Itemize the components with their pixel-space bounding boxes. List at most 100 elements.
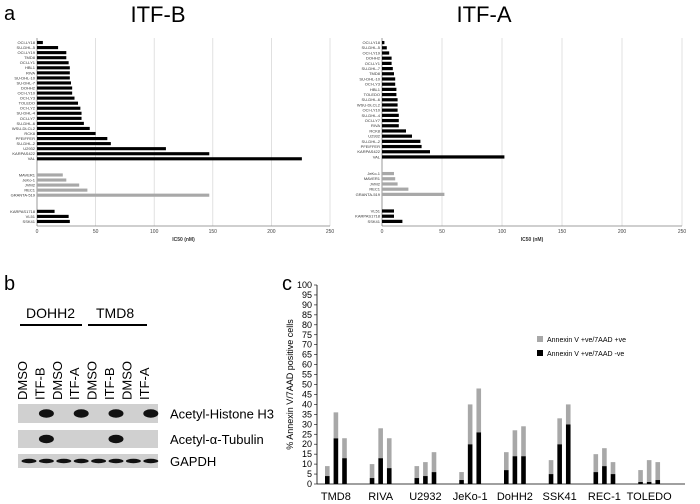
ic50-bar: [382, 108, 398, 112]
cell-line-label: OCI-LY10: [18, 90, 36, 95]
ic50-bar: [382, 187, 409, 191]
cell-line-label: RCK8: [24, 131, 35, 136]
ic50-bar: [382, 177, 396, 181]
blot-band: [73, 409, 89, 418]
cell-line-label: DOHH2: [21, 85, 36, 90]
ic50-bar: [37, 81, 71, 85]
ic50-bar: [37, 209, 55, 213]
cell-line-label: SU-DHL-5: [17, 45, 36, 50]
cell-line-label: SU-DHL-2: [362, 139, 381, 144]
x-tick-label: 0: [36, 229, 39, 235]
y-tick-label: 10: [302, 459, 312, 469]
itfb-ic50-chart: 0 50 100 150 200 250 IC50 (nM) OCI-LY18SU-DHL-5…: [10, 38, 334, 243]
stacked-bar-segment: [325, 466, 330, 477]
ic50-bar: [37, 96, 75, 100]
blot-band: [143, 458, 159, 464]
cell-line-label: TOLEDO: [364, 92, 380, 97]
cell-line-label: OCI-LY10: [363, 108, 381, 113]
blot-group-label-tmd8: TMD8: [96, 305, 134, 321]
stacked-bar-segment: [467, 404, 473, 445]
cell-line-label: JeKo-1: [22, 177, 35, 182]
cell-line-label: OCI-LY7: [365, 118, 381, 123]
cell-line-label: HBL1: [370, 87, 381, 92]
stacked-bar-segment: [512, 456, 518, 484]
x-tick-label: 0: [381, 229, 384, 235]
itfb-chart-title: ITF-B: [131, 2, 186, 27]
ic50-bar: [382, 56, 392, 60]
y-tick-label: 0: [307, 479, 312, 489]
stacked-bar-segment: [548, 460, 554, 475]
y-tick-label: 55: [302, 370, 312, 380]
ic50-bar: [382, 214, 394, 218]
stacked-bar-segment: [476, 432, 482, 484]
x-axis-title: IC50 (nM): [172, 237, 195, 243]
cell-line-label: SSK41: [23, 219, 36, 224]
stacked-bar-segment: [602, 448, 607, 467]
cell-line-label: OCI-LY7: [20, 116, 36, 121]
ic50-bar: [37, 106, 81, 110]
stacked-bar-segment: [459, 480, 464, 484]
y-tick-label: 5: [307, 469, 312, 479]
stacked-bar-segment: [467, 444, 473, 484]
stacked-bar-segment: [602, 466, 607, 484]
y-tick-label: 20: [302, 439, 312, 449]
category-label: U2932: [409, 491, 441, 503]
category-label: RIVA: [368, 491, 394, 503]
cell-line-label: REC1: [369, 187, 380, 192]
blot-band: [108, 434, 124, 444]
cell-line-label: SU-DHL-6: [17, 121, 36, 126]
ic50-bar: [37, 121, 84, 125]
cell-line-label: SU-DHL-6: [362, 97, 381, 102]
stacked-bar-segment: [423, 462, 428, 477]
stacked-bar-segment: [386, 468, 392, 484]
blot-row-label: Acetyl-α-Tubulin: [170, 432, 264, 447]
stacked-bar-segment: [504, 452, 509, 471]
ic50-bar: [37, 116, 82, 120]
stacked-bar-segment: [342, 438, 347, 459]
cell-line-label: GRANTA-519: [11, 193, 36, 198]
stacked-bar-segment: [369, 478, 375, 484]
cell-line-label: OCI-LY18: [18, 40, 36, 45]
x-tick-label: 150: [209, 229, 218, 235]
blot-band: [38, 409, 54, 418]
ic50-bar: [37, 76, 70, 80]
ic50-bar: [37, 71, 70, 75]
ic50-bar: [37, 91, 73, 95]
x-tick-label: 100: [150, 229, 159, 235]
ic50-bar: [37, 173, 63, 177]
blot-lane-label: ITF-A: [67, 367, 82, 400]
blot-lane-label: ITF-A: [137, 367, 152, 400]
ic50-bar: [37, 188, 88, 192]
ic50-bar: [382, 129, 406, 133]
y-tick-label: 25: [302, 429, 312, 439]
blot-lane-label: DMSO: [50, 361, 65, 400]
blot-band: [108, 458, 124, 464]
stacked-bar-segment: [431, 472, 437, 484]
stacked-bar-segment: [521, 426, 526, 457]
cell-line-label: REC1: [24, 188, 35, 193]
x-tick-label: 200: [267, 229, 276, 235]
annexin-stacked-bar-chart: 0510152025303540455055606570758085909510…: [285, 280, 685, 503]
stacked-bar-segment: [557, 418, 562, 445]
cell-line-label: OCI-LY2: [20, 106, 36, 111]
stacked-bar-segment: [655, 462, 661, 481]
cell-line-label: RIVA: [26, 70, 35, 75]
cell-line-label: SU-DHL-7: [362, 66, 381, 71]
ic50-bar: [382, 103, 398, 107]
x-tick-label: 250: [678, 229, 687, 235]
stacked-bar-segment: [557, 444, 562, 484]
stacked-bar-segment: [476, 388, 482, 433]
cell-line-label: HBL1: [25, 65, 36, 70]
ic50-bar: [382, 61, 392, 66]
ic50-bar: [37, 147, 166, 151]
cell-line-label: OCI-LY18: [363, 40, 381, 45]
stacked-bar-segment: [512, 430, 518, 457]
stacked-bar-segment: [333, 438, 339, 484]
ic50-bar: [382, 46, 387, 50]
blot-band: [21, 458, 37, 464]
cell-line-label: VAL: [373, 154, 381, 159]
cell-line-label: KARPAS422: [12, 151, 35, 156]
blot-lane-label: DMSO: [119, 361, 134, 400]
itfa-chart-title: ITF-A: [457, 2, 512, 27]
